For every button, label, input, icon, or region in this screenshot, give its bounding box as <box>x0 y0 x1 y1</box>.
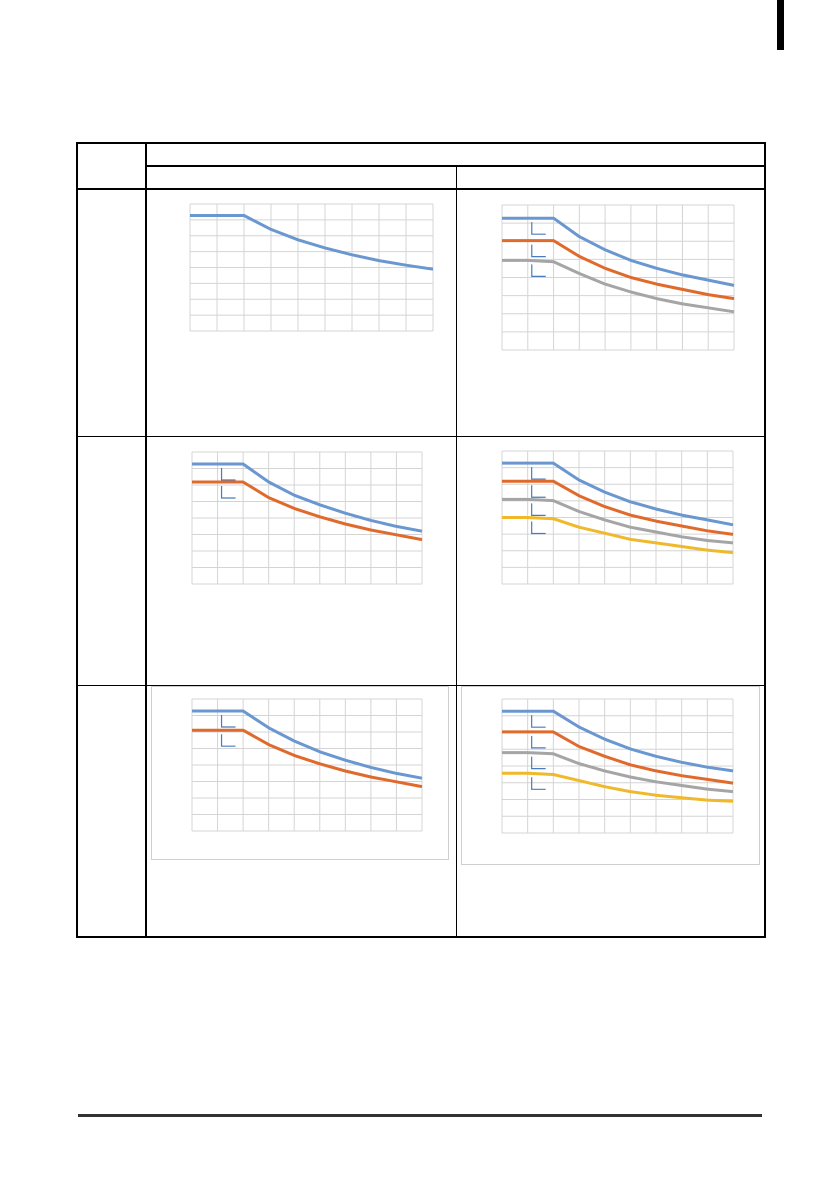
series-line <box>502 771 734 803</box>
series-line <box>502 709 734 773</box>
header-bottom-rule <box>78 188 766 190</box>
annotation-bracket <box>531 467 546 480</box>
chart-row3-right <box>501 698 734 834</box>
chart-row1-right <box>501 204 735 351</box>
annotation-bracket <box>531 222 546 235</box>
series-line <box>502 751 734 794</box>
series-line <box>502 239 735 301</box>
chart-frame-row3-left <box>151 686 449 860</box>
row-separator-2 <box>78 685 766 686</box>
annotation-bracket <box>531 521 546 535</box>
annotation-bracket <box>531 735 546 749</box>
chart-row2-left <box>191 451 423 585</box>
annotation-bracket <box>531 264 546 277</box>
series-line <box>192 480 423 542</box>
annotation-bracket <box>531 777 546 790</box>
annotation-bracket <box>220 734 236 747</box>
series-line <box>502 516 734 555</box>
series-line <box>192 462 423 533</box>
series-line <box>502 497 734 545</box>
series-line <box>502 730 734 785</box>
series-line <box>502 461 734 527</box>
chart-frame-row3-right <box>461 686 760 865</box>
annotation-bracket <box>220 715 236 728</box>
chart-row1-left <box>189 203 434 332</box>
derating-table <box>76 142 766 938</box>
series-line <box>502 479 734 536</box>
label-column-divider <box>145 144 147 936</box>
series-line <box>192 709 423 780</box>
annotation-bracket <box>220 468 236 481</box>
series-line <box>502 258 735 314</box>
annotation-bracket <box>531 715 546 728</box>
annotation-bracket <box>531 503 546 516</box>
series-line <box>502 216 735 287</box>
footer-rule <box>78 1114 762 1117</box>
chart-row3-left <box>191 698 423 832</box>
annotation-bracket <box>220 486 236 499</box>
header-divider <box>145 165 766 167</box>
annotation-bracket <box>531 485 546 498</box>
center-column-divider <box>456 165 457 936</box>
row-separator-1 <box>78 436 766 437</box>
annotation-bracket <box>531 756 546 770</box>
annotation-bracket <box>531 244 546 258</box>
series-line <box>192 728 423 789</box>
page-corner-mark <box>777 0 784 50</box>
chart-row2-right <box>501 450 734 585</box>
series-line <box>190 214 434 271</box>
